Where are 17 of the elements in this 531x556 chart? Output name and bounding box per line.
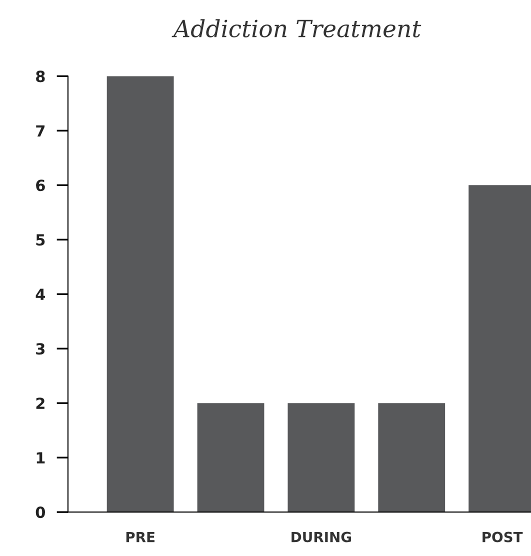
x-tick-label: PRE xyxy=(126,532,154,542)
y-tick-label: 2 xyxy=(36,398,44,409)
y-tick-label: 4 xyxy=(36,288,46,300)
bar xyxy=(288,403,355,512)
y-tick-label: 7 xyxy=(36,125,45,136)
bar xyxy=(106,76,174,512)
chart-title: Addiction Treatment xyxy=(172,19,422,38)
bar xyxy=(378,403,446,512)
y-tick-label: 0 xyxy=(36,506,46,518)
y-tick-label: 1 xyxy=(36,452,45,464)
bar xyxy=(197,403,264,512)
x-tick-label: DURING xyxy=(292,532,352,542)
y-tick-label: 3 xyxy=(36,343,45,355)
y-tick-label: 6 xyxy=(36,180,45,192)
x-tick-label: POST xyxy=(482,532,523,542)
y-tick-label: 8 xyxy=(36,70,45,82)
y-tick-label: 5 xyxy=(36,234,45,246)
